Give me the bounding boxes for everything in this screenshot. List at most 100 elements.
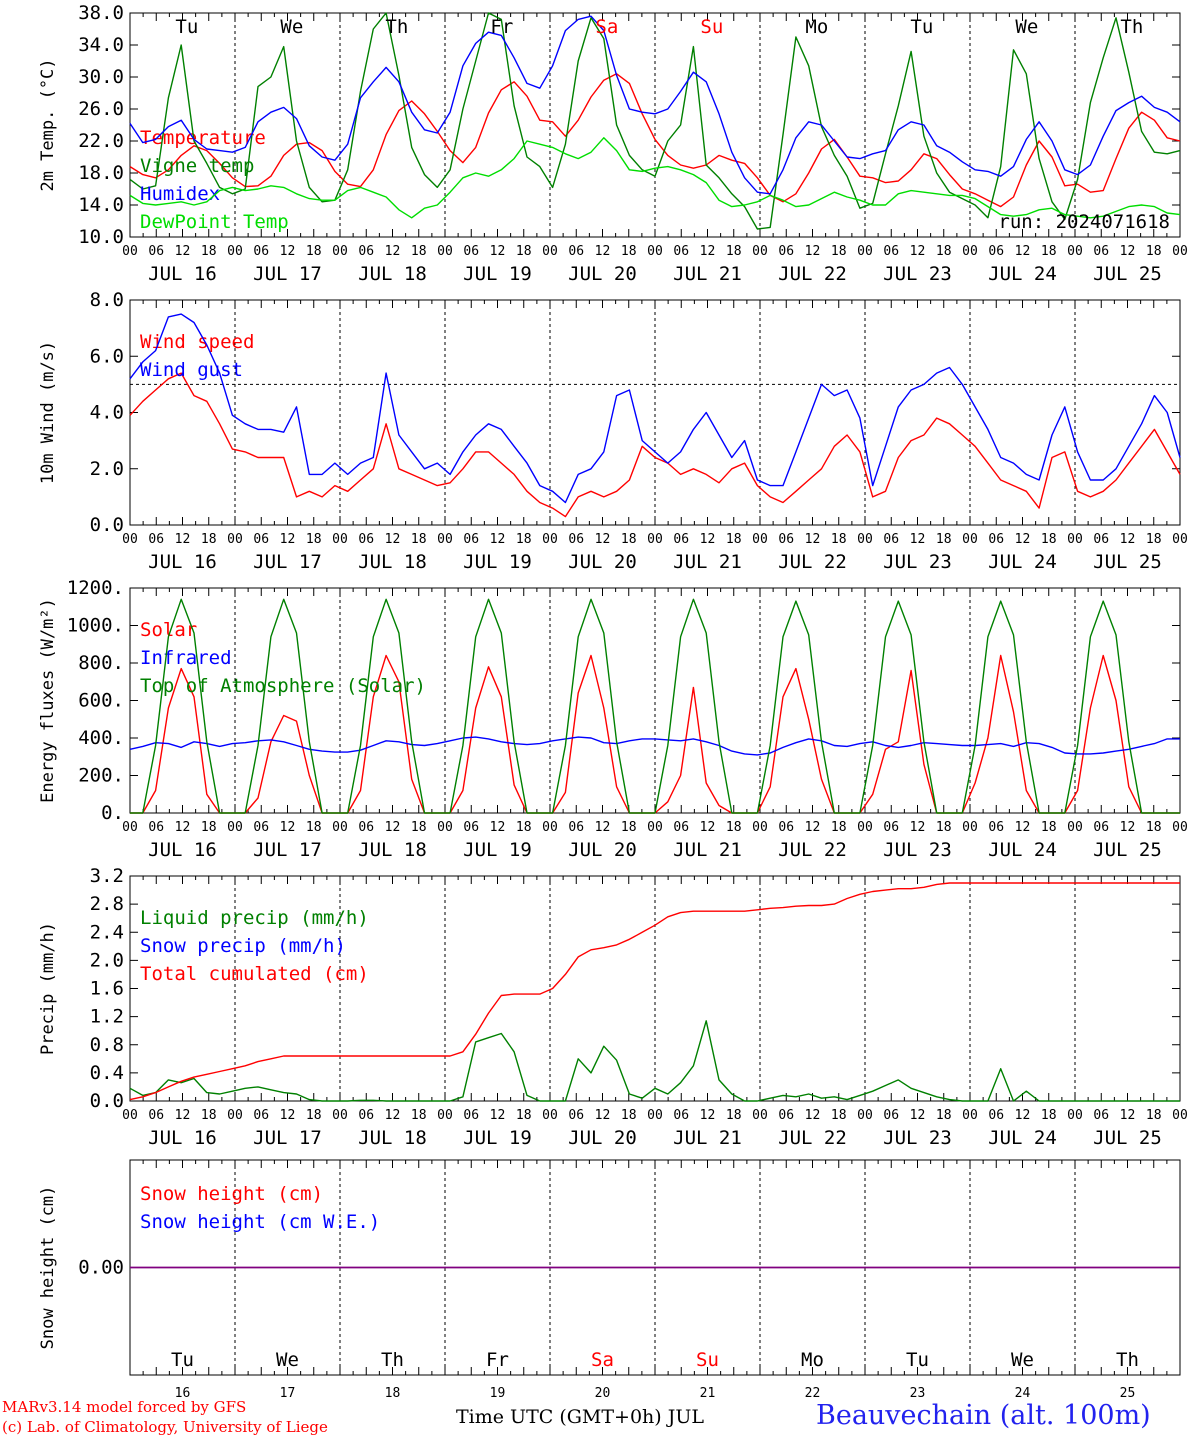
hour-tick-label: 18 (411, 244, 427, 259)
hour-tick-label: 00 (647, 1108, 663, 1123)
run-label: run: 2024071618 (998, 211, 1170, 233)
hour-tick-label: 06 (1093, 1108, 1109, 1123)
hour-tick-label: 06 (463, 820, 479, 835)
hour-tick-label: 06 (988, 1108, 1004, 1123)
hour-tick-label: 06 (148, 532, 164, 547)
panel-5: 0.00 Snow height (cm) Snow height (cm) Snow… (38, 1159, 1181, 1401)
date-label: JUL 16 (148, 263, 217, 285)
hour-tick-label: 12 (910, 244, 926, 259)
hour-tick-label: 06 (883, 244, 899, 259)
weekday-label: Th (385, 16, 408, 38)
date-label: JUL 23 (883, 263, 952, 285)
series-line-dewpoint-temp (129, 137, 1181, 219)
legend-entry: Total cumulated (cm) (140, 963, 369, 985)
hour-tick-label: 12 (175, 532, 191, 547)
hour-tick-label: 12 (385, 532, 401, 547)
day-number-label: 23 (910, 1386, 926, 1401)
y-tick-label: 22.0 (78, 130, 124, 152)
hour-tick-label: 00 (227, 1108, 243, 1123)
hour-tick-label: 12 (1015, 244, 1031, 259)
y-tick-label: 1.6 (90, 978, 124, 1000)
weekday-label: We (276, 1349, 299, 1371)
hour-tick-label: 12 (280, 532, 296, 547)
hour-tick-label: 18 (1146, 1108, 1162, 1123)
hour-tick-label: 00 (332, 1108, 348, 1123)
date-label: JUL 16 (148, 839, 217, 861)
hour-tick-label: 00 (122, 532, 138, 547)
legend-entry: Vigne temp (140, 155, 254, 177)
hour-tick-label: 12 (175, 1108, 191, 1123)
hour-tick-label: 00 (1067, 532, 1083, 547)
weekday-label: We (1011, 1349, 1034, 1371)
y-tick-label: 2.8 (90, 893, 124, 915)
hour-tick-label: 00 (332, 820, 348, 835)
series-line-humidex (129, 15, 1181, 195)
date-label: JUL 20 (568, 1127, 637, 1149)
hour-tick-label: 18 (936, 820, 952, 835)
date-label: JUL 18 (358, 1127, 427, 1149)
weekday-label: Su (700, 16, 723, 38)
hour-tick-label: 18 (1041, 244, 1057, 259)
hour-tick-label: 12 (1120, 1108, 1136, 1123)
y-tick-label: 6.0 (90, 345, 124, 367)
hour-tick-label: 06 (568, 820, 584, 835)
hour-tick-label: 12 (175, 820, 191, 835)
hour-tick-label: 00 (857, 820, 873, 835)
hour-tick-label: 12 (385, 244, 401, 259)
day-number-label: 25 (1120, 1386, 1136, 1401)
day-number-label: 20 (595, 1386, 611, 1401)
hour-tick-label: 06 (1093, 532, 1109, 547)
hour-tick-label: 18 (516, 1108, 532, 1123)
hour-tick-label: 12 (490, 1108, 506, 1123)
series-line-infrared (129, 736, 1180, 756)
hour-tick-label: 18 (516, 532, 532, 547)
hour-tick-label: 18 (936, 532, 952, 547)
hour-tick-label: 00 (332, 532, 348, 547)
plot-frame (129, 12, 1181, 238)
hour-tick-label: 00 (1172, 1108, 1188, 1123)
date-label: JUL 21 (673, 1127, 742, 1149)
hour-tick-label: 18 (201, 532, 217, 547)
date-label: JUL 19 (463, 551, 532, 573)
date-label: JUL 17 (253, 263, 322, 285)
hour-tick-label: 06 (358, 244, 374, 259)
series-line-temperature (129, 73, 1181, 208)
hour-tick-label: 18 (411, 820, 427, 835)
date-label: JUL 19 (463, 839, 532, 861)
hour-tick-label: 06 (988, 532, 1004, 547)
hour-tick-label: 12 (700, 532, 716, 547)
hour-tick-label: 00 (857, 244, 873, 259)
hour-tick-label: 06 (253, 820, 269, 835)
hour-tick-label: 00 (437, 820, 453, 835)
date-label: JUL 23 (883, 1127, 952, 1149)
hour-tick-label: 18 (726, 820, 742, 835)
hour-tick-label: 06 (358, 1108, 374, 1123)
y-tick-label: 0. (101, 802, 124, 824)
y-tick-label: 1200. (67, 577, 124, 599)
y-tick-label: 200. (78, 765, 124, 787)
legend-entry: Wind speed (140, 331, 254, 353)
day-number-label: 16 (175, 1386, 191, 1401)
x-axis-title: Time UTC (GMT+0h) JUL (456, 1406, 704, 1428)
date-label: JUL 23 (883, 551, 952, 573)
y-tick-label: 0.00 (78, 1257, 124, 1279)
day-number-label: 22 (805, 1386, 821, 1401)
hour-tick-label: 12 (595, 532, 611, 547)
model-credit: MARv3.14 model forced by GFS (2, 1398, 247, 1416)
weekday-label: Tu (175, 16, 198, 38)
date-label: JUL 19 (463, 1127, 532, 1149)
hour-tick-label: 12 (175, 244, 191, 259)
hour-tick-label: 00 (1172, 820, 1188, 835)
date-label: JUL 24 (988, 839, 1057, 861)
date-label: JUL 18 (358, 551, 427, 573)
date-label: JUL 21 (673, 839, 742, 861)
legend-entry: Snow height (cm W.E.) (140, 1211, 380, 1233)
hour-tick-label: 00 (227, 820, 243, 835)
hour-tick-label: 00 (647, 244, 663, 259)
hour-tick-label: 00 (647, 532, 663, 547)
date-label: JUL 25 (1093, 839, 1162, 861)
hour-tick-label: 00 (962, 820, 978, 835)
hour-tick-label: 18 (411, 1108, 427, 1123)
date-label: JUL 22 (778, 551, 847, 573)
y-tick-label: 400. (78, 727, 124, 749)
